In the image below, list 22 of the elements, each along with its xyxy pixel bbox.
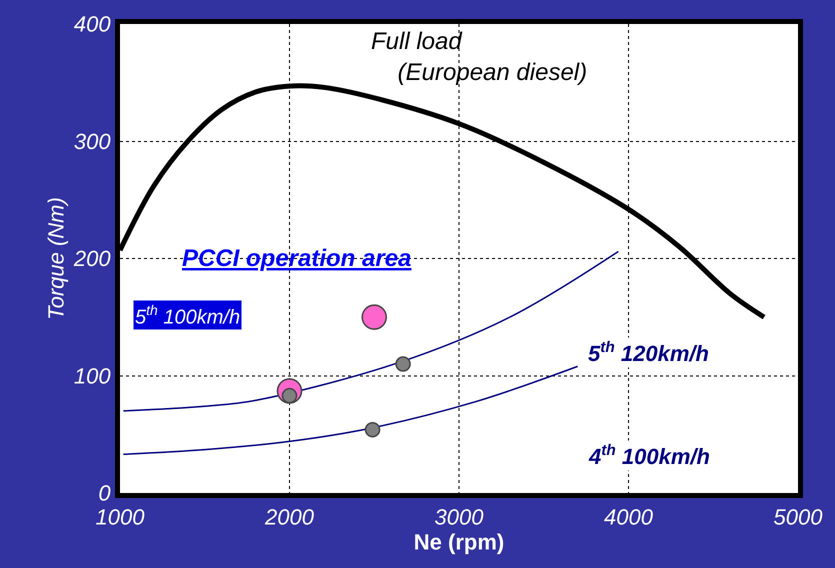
annotation: 5$^{th}$ 120km/h xyxy=(588,339,709,366)
line-series xyxy=(122,366,578,456)
x-tick-label: 3000 xyxy=(434,504,484,530)
annotation: 4$^{th}$ 100km/h xyxy=(588,442,710,470)
point xyxy=(364,422,380,438)
y-tick-label: 200 xyxy=(72,246,112,272)
x-tick-label: 4000 xyxy=(604,504,654,530)
annotation: PCCI operation area xyxy=(182,245,412,272)
annotation: Full load (European diesel) xyxy=(371,28,588,86)
x-tick-label: 1000 xyxy=(96,504,146,530)
annotation: 5$^{th}$ 100km/h xyxy=(135,302,240,328)
x-axis-title: Ne (rpm) xyxy=(414,529,504,554)
x-tick-label: 2000 xyxy=(264,504,315,530)
y-tick-label: 100 xyxy=(74,363,112,388)
point xyxy=(395,356,411,372)
y-tick-label: 400 xyxy=(74,12,112,37)
y-tick-label: 300 xyxy=(74,128,112,154)
y-axis-title: Torque (Nm) xyxy=(44,197,69,320)
line-series xyxy=(122,250,620,412)
point xyxy=(362,304,387,330)
x-tick-label: 5000 xyxy=(774,504,824,530)
y-tick-label: 0 xyxy=(98,480,112,506)
